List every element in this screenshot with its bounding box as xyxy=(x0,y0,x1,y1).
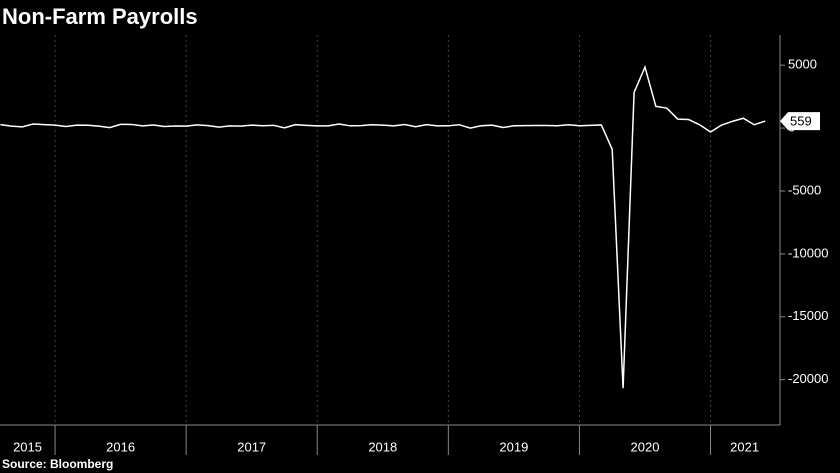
y-tick-label: -5000 xyxy=(788,182,821,197)
y-tick-label: 5000 xyxy=(788,57,817,72)
last-value-label: 559 xyxy=(790,114,812,129)
x-tick-label: 2016 xyxy=(106,439,135,454)
line xyxy=(0,64,766,389)
x-tick-label: 2019 xyxy=(499,439,528,454)
x-tick-label: 2015 xyxy=(13,439,42,454)
x-tick-label: 2021 xyxy=(730,439,759,454)
x-tick-label: 2018 xyxy=(368,439,397,454)
source: Source: Bloomberg xyxy=(2,457,113,471)
last-value-box xyxy=(780,112,820,131)
y-tick-label: -10000 xyxy=(788,245,828,260)
x-tick-label: 2017 xyxy=(237,439,266,454)
y-tick-label: -15000 xyxy=(788,308,828,323)
chart-title: Non-Farm Payrolls xyxy=(2,4,198,29)
y-tick-label: -20000 xyxy=(788,371,828,386)
x-tick-label: 2020 xyxy=(631,439,660,454)
